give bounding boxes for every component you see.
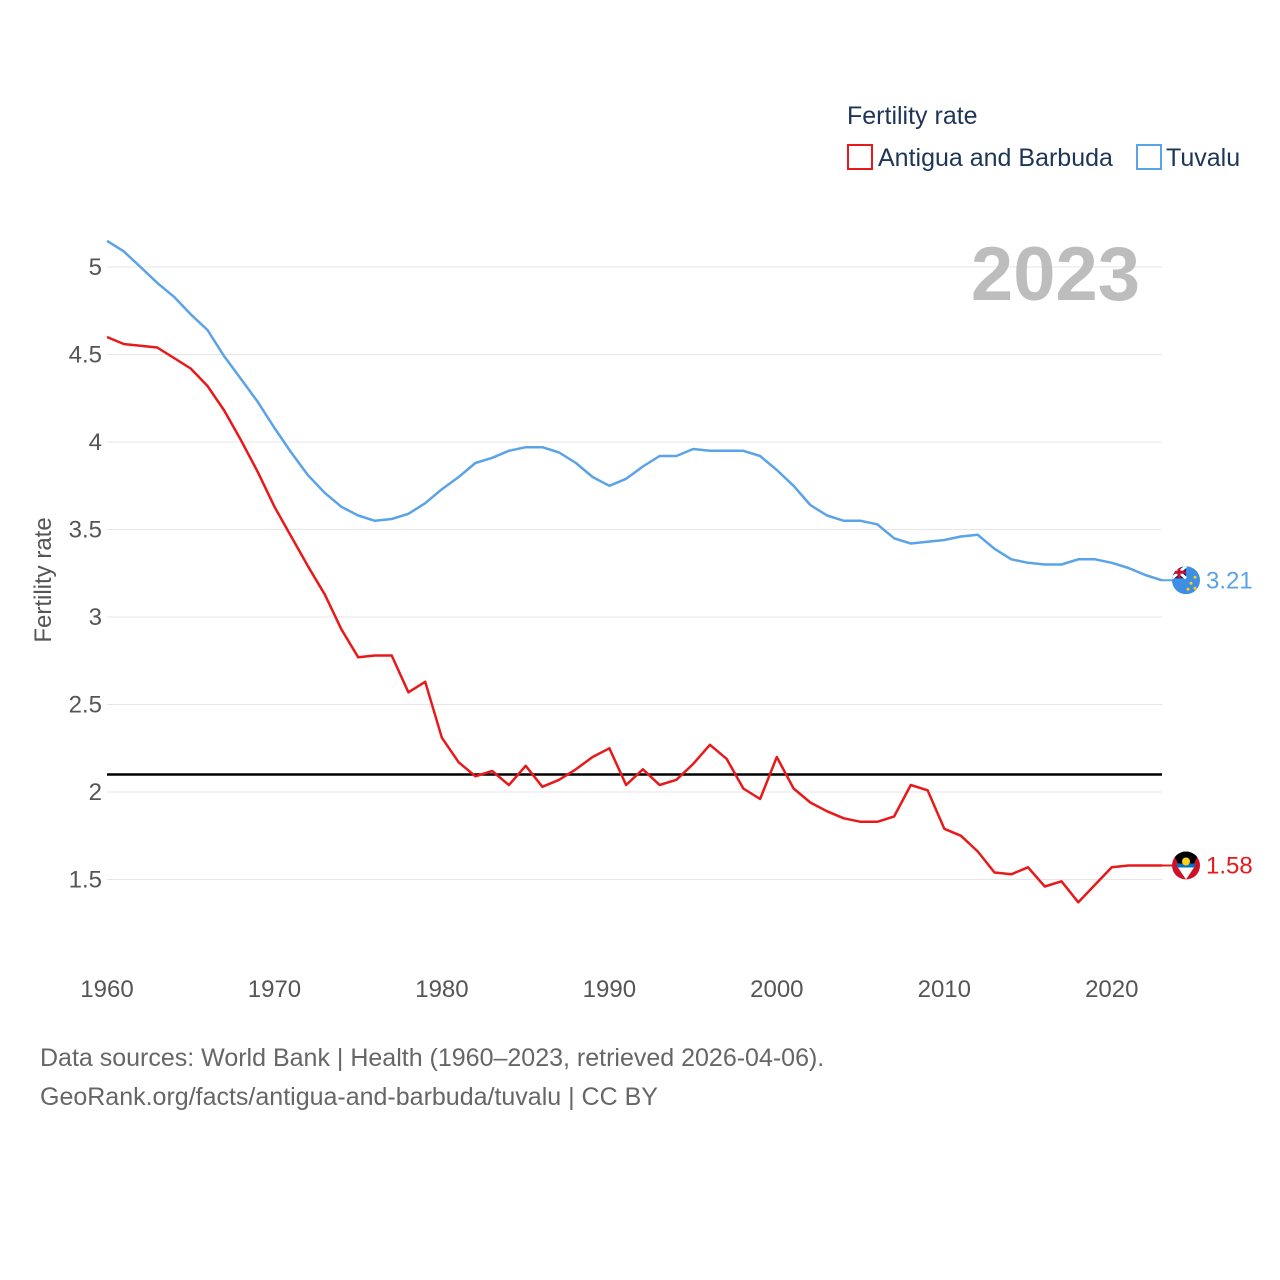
x-axis-ticks: 1960 1970 1980 1990 2000 2010 2020 — [80, 976, 1138, 1003]
current-year-display: 2023 — [971, 232, 1140, 317]
legend-item-antigua[interactable]: Antigua and Barbuda — [847, 144, 1113, 172]
x-tick-label: 2020 — [1085, 976, 1138, 1003]
legend: Fertility rate Antigua and Barbuda Tuval… — [847, 102, 1240, 172]
x-tick-label: 2010 — [918, 976, 971, 1003]
x-tick-label: 1970 — [248, 976, 301, 1003]
series-lines — [106, 239, 1172, 904]
x-tick-label: 1990 — [583, 976, 636, 1003]
series-line-tuvalu — [106, 239, 1163, 582]
y-tick-label: 3.5 — [69, 517, 102, 544]
x-tick-label: 1980 — [415, 976, 468, 1003]
gridlines — [107, 266, 1162, 880]
antigua-end-value: 1.58 — [1206, 853, 1253, 880]
tuvalu-flag-icon — [1172, 566, 1200, 595]
antigua-flag-icon — [1172, 851, 1200, 880]
legend-label-tuvalu: Tuvalu — [1166, 144, 1240, 172]
legend-title: Fertility rate — [847, 102, 978, 130]
end-markers: 3.21 1.58 — [1172, 566, 1253, 880]
legend-swatch-tuvalu — [1136, 144, 1162, 170]
tuvalu-end-value: 3.21 — [1206, 567, 1253, 594]
y-tick-label: 1.5 — [69, 867, 102, 894]
series-line-antigua-and-barbuda — [106, 335, 1162, 904]
y-axis-ticks: 1.5 2 2.5 3 3.5 4 4.5 5 — [69, 254, 102, 894]
legend-label-antigua: Antigua and Barbuda — [878, 144, 1113, 172]
y-tick-label: 4 — [89, 429, 102, 456]
legend-swatch-antigua — [847, 144, 873, 170]
data-source-note: Data sources: World Bank | Health (1960–… — [40, 1044, 825, 1072]
y-tick-label: 2.5 — [69, 692, 102, 719]
x-tick-label: 1960 — [80, 976, 133, 1003]
x-tick-label: 2000 — [750, 976, 803, 1003]
y-tick-label: 2 — [89, 779, 102, 806]
y-axis-label: Fertility rate — [30, 517, 57, 642]
y-tick-label: 4.5 — [69, 342, 102, 369]
y-tick-label: 5 — [89, 254, 102, 281]
source-url[interactable]: GeoRank.org/facts/antigua-and-barbuda/tu… — [40, 1083, 658, 1111]
legend-item-tuvalu[interactable]: Tuvalu — [1136, 144, 1240, 172]
y-tick-label: 3 — [89, 604, 102, 631]
